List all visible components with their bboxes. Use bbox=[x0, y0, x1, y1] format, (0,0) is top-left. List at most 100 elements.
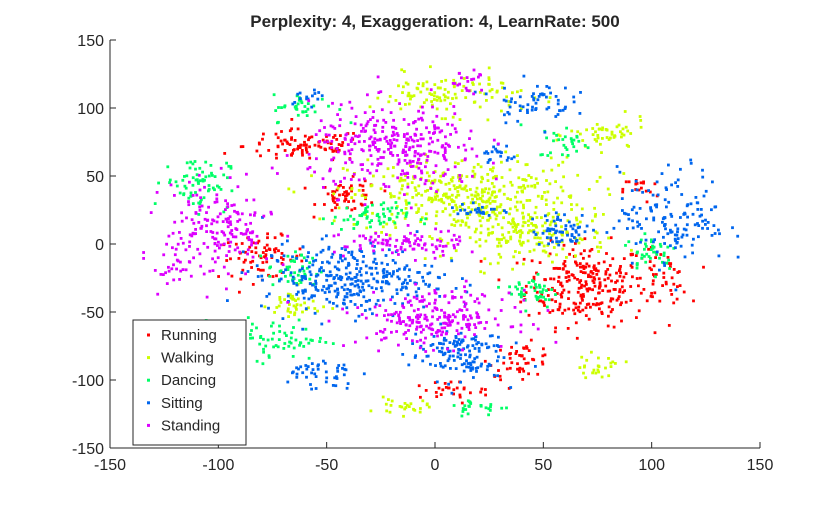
point-standing bbox=[206, 245, 210, 249]
point-dancing bbox=[364, 208, 367, 212]
point-sitting bbox=[355, 273, 359, 276]
point-walking bbox=[560, 225, 563, 229]
point-sitting bbox=[471, 201, 475, 205]
point-standing bbox=[307, 99, 311, 103]
point-walking bbox=[478, 90, 482, 94]
point-running bbox=[618, 269, 621, 273]
point-sitting bbox=[702, 194, 706, 198]
point-standing bbox=[403, 172, 406, 176]
point-standing bbox=[184, 268, 188, 272]
point-standing bbox=[326, 140, 330, 144]
point-sitting bbox=[679, 216, 682, 219]
point-sitting bbox=[393, 302, 397, 305]
point-dancing bbox=[304, 110, 308, 113]
point-sitting bbox=[316, 289, 320, 292]
point-standing bbox=[236, 220, 240, 223]
point-dancing bbox=[280, 106, 283, 109]
point-running bbox=[651, 282, 655, 286]
point-standing bbox=[383, 314, 386, 317]
point-standing bbox=[369, 118, 372, 121]
point-walking bbox=[522, 206, 525, 210]
point-sitting bbox=[685, 223, 689, 227]
point-dancing bbox=[369, 225, 372, 229]
y-tick-label: -150 bbox=[72, 441, 104, 458]
point-sitting bbox=[413, 356, 417, 359]
point-walking bbox=[569, 196, 572, 199]
point-standing bbox=[434, 227, 437, 231]
point-walking bbox=[611, 360, 615, 364]
point-walking bbox=[480, 191, 484, 194]
point-sitting bbox=[319, 250, 323, 254]
point-running bbox=[560, 284, 564, 288]
point-sitting bbox=[380, 289, 384, 293]
point-dancing bbox=[538, 286, 542, 289]
point-running bbox=[319, 145, 323, 149]
point-standing bbox=[323, 126, 326, 129]
point-walking bbox=[435, 107, 439, 111]
point-running bbox=[624, 300, 628, 304]
point-sitting bbox=[623, 211, 626, 215]
point-standing bbox=[407, 123, 411, 126]
point-standing bbox=[451, 295, 454, 299]
point-standing bbox=[423, 317, 427, 321]
point-sitting bbox=[547, 86, 551, 90]
point-standing bbox=[431, 309, 435, 313]
point-sitting bbox=[572, 100, 576, 104]
point-standing bbox=[420, 299, 424, 303]
point-sitting bbox=[713, 232, 717, 235]
point-sitting bbox=[436, 275, 440, 279]
point-standing bbox=[192, 256, 195, 260]
point-dancing bbox=[394, 201, 398, 204]
point-sitting bbox=[704, 223, 707, 226]
point-sitting bbox=[295, 375, 299, 379]
point-sitting bbox=[416, 271, 420, 274]
point-sitting bbox=[556, 215, 560, 219]
legend-marker-running bbox=[147, 333, 150, 337]
point-sitting bbox=[316, 97, 320, 101]
point-running bbox=[651, 295, 654, 299]
point-walking bbox=[609, 365, 613, 368]
point-standing bbox=[167, 265, 170, 269]
point-dancing bbox=[377, 219, 381, 223]
point-standing bbox=[396, 154, 399, 157]
point-walking bbox=[595, 231, 599, 235]
point-sitting bbox=[683, 212, 687, 216]
point-running bbox=[615, 271, 618, 275]
point-dancing bbox=[194, 167, 197, 171]
point-walking bbox=[434, 191, 438, 195]
point-sitting bbox=[466, 344, 470, 348]
point-running bbox=[217, 275, 220, 278]
point-dancing bbox=[463, 404, 467, 408]
point-sitting bbox=[471, 366, 474, 370]
point-standing bbox=[349, 178, 353, 181]
point-walking bbox=[430, 100, 433, 103]
point-standing bbox=[410, 303, 413, 307]
point-standing bbox=[447, 143, 450, 147]
point-standing bbox=[330, 158, 333, 162]
point-running bbox=[419, 395, 422, 399]
point-standing bbox=[430, 322, 434, 326]
point-sitting bbox=[353, 276, 357, 279]
point-dancing bbox=[371, 203, 374, 207]
point-running bbox=[582, 267, 586, 270]
point-running bbox=[666, 256, 670, 259]
point-sitting bbox=[345, 292, 349, 295]
point-sitting bbox=[630, 208, 634, 212]
point-standing bbox=[442, 154, 445, 157]
point-dancing bbox=[276, 345, 280, 349]
point-running bbox=[579, 265, 582, 269]
point-walking bbox=[391, 174, 395, 178]
point-walking bbox=[537, 241, 541, 244]
point-sitting bbox=[486, 365, 490, 368]
point-sitting bbox=[691, 212, 695, 216]
point-standing bbox=[321, 177, 325, 181]
point-running bbox=[622, 257, 626, 260]
point-sitting bbox=[401, 282, 404, 286]
point-walking bbox=[521, 240, 525, 244]
legend-label-dancing: Dancing bbox=[161, 372, 216, 389]
point-walking bbox=[521, 216, 525, 220]
point-standing bbox=[423, 243, 426, 247]
point-running bbox=[676, 285, 679, 288]
point-standing bbox=[402, 239, 406, 242]
point-dancing bbox=[639, 238, 643, 242]
